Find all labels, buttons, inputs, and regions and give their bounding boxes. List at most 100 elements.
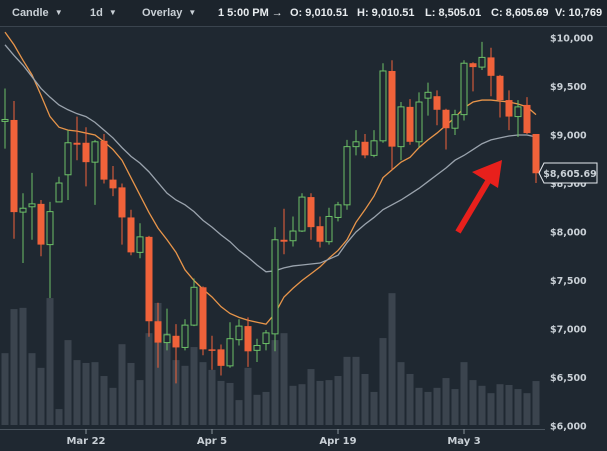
y-tick-label: $8,500 bbox=[550, 179, 587, 190]
x-tick-label: Apr 19 bbox=[319, 436, 356, 447]
volume-bar bbox=[235, 400, 243, 425]
candle bbox=[1, 88, 9, 149]
candle-body bbox=[460, 62, 468, 116]
volume-bar bbox=[478, 385, 486, 425]
candle-body bbox=[406, 106, 414, 142]
y-tick-label: $9,000 bbox=[550, 131, 587, 142]
candle bbox=[37, 199, 45, 257]
y-tick-label: $8,000 bbox=[550, 228, 587, 239]
candle-body bbox=[298, 196, 306, 232]
x-tick-label: Mar 22 bbox=[66, 436, 105, 447]
chart-type-dropdown[interactable]: Candle ▼ bbox=[12, 7, 63, 19]
overlay-dropdown[interactable]: Overlay ▼ bbox=[142, 7, 196, 19]
volume-bar bbox=[208, 369, 216, 425]
candle bbox=[64, 130, 72, 200]
candle-body bbox=[352, 141, 360, 148]
volume-bar bbox=[55, 409, 63, 425]
candle-body bbox=[253, 344, 261, 351]
candle-body bbox=[127, 217, 135, 253]
candle-body bbox=[109, 179, 117, 189]
candle bbox=[352, 130, 360, 156]
candle-body bbox=[1, 118, 9, 122]
candle-body bbox=[496, 75, 504, 101]
volume-bar bbox=[523, 393, 531, 425]
candle-body bbox=[181, 324, 189, 348]
candle-body bbox=[163, 334, 171, 344]
volume-bar bbox=[262, 391, 270, 425]
x-tick-label: Apr 5 bbox=[197, 436, 227, 447]
candle-body bbox=[469, 63, 477, 68]
candle bbox=[370, 130, 378, 158]
candle-body bbox=[199, 287, 207, 350]
candle-body bbox=[118, 187, 126, 218]
candle-body bbox=[55, 182, 63, 203]
ma-slow-line bbox=[4, 44, 537, 273]
time-readout: 1 5:00 PM → bbox=[218, 7, 283, 19]
candle bbox=[316, 216, 324, 248]
candle-body bbox=[172, 335, 180, 348]
interval-dropdown[interactable]: 1d ▼ bbox=[90, 7, 117, 19]
y-tick-label: $6,000 bbox=[550, 422, 587, 433]
volume-bar bbox=[352, 356, 360, 425]
candle-body bbox=[37, 203, 45, 245]
candle-body bbox=[271, 239, 279, 335]
volume-bar bbox=[316, 380, 324, 425]
volume-bar bbox=[343, 356, 351, 425]
candle bbox=[145, 235, 153, 337]
volume-bar bbox=[532, 381, 540, 425]
volume-bar bbox=[406, 373, 414, 425]
volume-bar bbox=[190, 347, 198, 425]
volume-bar bbox=[19, 307, 27, 425]
candle bbox=[343, 139, 351, 210]
volume-bar bbox=[163, 333, 171, 425]
candle bbox=[280, 208, 288, 255]
y-tick-label: $7,000 bbox=[550, 325, 587, 336]
volume-bar bbox=[442, 378, 450, 425]
volume-bar bbox=[118, 344, 126, 425]
last-price-box bbox=[538, 162, 598, 184]
last-price-text: $8,605.69 bbox=[543, 169, 597, 180]
high-readout: H: 9,010.51 bbox=[357, 7, 415, 19]
candle bbox=[208, 335, 216, 370]
candle-body bbox=[235, 325, 243, 341]
candle bbox=[226, 322, 234, 368]
candle bbox=[424, 82, 432, 116]
candle bbox=[361, 134, 369, 159]
candle bbox=[307, 193, 315, 240]
candle bbox=[379, 63, 387, 143]
volume-bar bbox=[10, 309, 18, 425]
candle bbox=[397, 102, 405, 161]
caret-down-icon: ▼ bbox=[54, 8, 63, 17]
candle bbox=[523, 97, 531, 135]
candle-body bbox=[208, 349, 216, 351]
volume-bar bbox=[199, 362, 207, 425]
candle-body bbox=[388, 70, 396, 147]
volume-bar bbox=[244, 367, 252, 425]
candle-body bbox=[154, 321, 162, 343]
caret-down-icon: ▼ bbox=[108, 8, 117, 17]
chart-type-label: Candle bbox=[12, 7, 49, 19]
candle bbox=[415, 92, 423, 148]
candle bbox=[496, 74, 504, 118]
candle bbox=[46, 201, 54, 298]
candle-body bbox=[451, 114, 459, 129]
candle bbox=[118, 183, 126, 245]
candle-body bbox=[370, 140, 378, 156]
interval-label: 1d bbox=[90, 7, 103, 19]
volume-bars bbox=[1, 293, 540, 425]
candle bbox=[55, 176, 63, 203]
candle bbox=[388, 60, 396, 170]
candle-body bbox=[316, 226, 324, 242]
candle-body bbox=[397, 106, 405, 148]
candle-body bbox=[226, 338, 234, 367]
candle-body bbox=[73, 142, 81, 145]
volume-bar bbox=[73, 360, 81, 425]
volume-bar bbox=[172, 360, 180, 425]
candle bbox=[100, 134, 108, 184]
candle bbox=[271, 227, 279, 352]
candle-body bbox=[289, 230, 297, 242]
red-arrow-annotation bbox=[455, 160, 502, 234]
volume-bar bbox=[28, 353, 36, 425]
volume-bar bbox=[109, 387, 117, 425]
